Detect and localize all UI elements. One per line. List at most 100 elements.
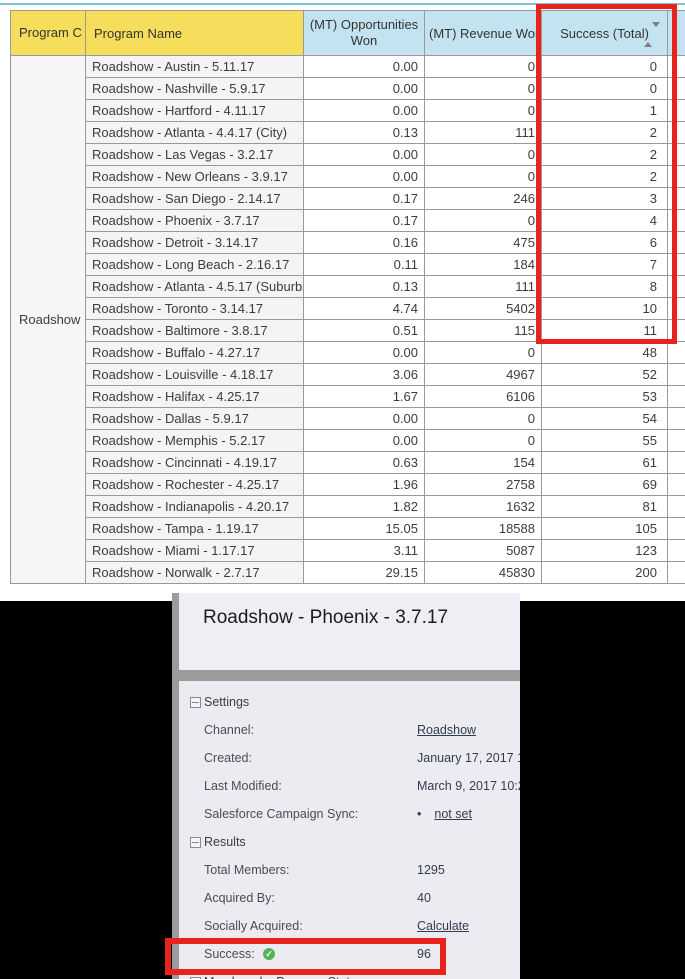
table-row: Roadshow - Hartford - 4.11.17 0.00 0 1 — [11, 99, 685, 122]
cell-success: 8 — [541, 275, 668, 298]
section-header-members-by-program-status[interactable]: Members by Program Status — [179, 975, 520, 979]
cell-revenue: 246 — [424, 187, 542, 210]
programs-table: Program C Program Name (MT) Opportunitie… — [10, 10, 685, 584]
detail-link[interactable]: Calculate — [417, 919, 470, 933]
column-header-label: Success (Total) — [560, 25, 649, 41]
cell-name[interactable]: Roadshow - Memphis - 5.2.17 — [85, 429, 304, 452]
cell-overflow — [667, 187, 685, 210]
cell-name[interactable]: Roadshow - Long Beach - 2.16.17 — [85, 253, 304, 276]
cell-name[interactable]: Roadshow - Las Vegas - 3.2.17 — [85, 143, 304, 166]
cell-revenue: 0 — [424, 165, 542, 188]
cell-revenue: 45830 — [424, 561, 542, 584]
section-title: Results — [204, 835, 246, 849]
cell-opportunities: 0.16 — [303, 231, 425, 254]
detail-row: Last Modified: March 9, 2017 10:27 AM — [179, 779, 520, 807]
detail-label: Acquired By: — [204, 891, 275, 905]
table-row: Roadshow - Dallas - 5.9.17 0.00 0 54 — [11, 407, 685, 430]
table-row: Roadshow - San Diego - 2.14.17 0.17 246 3 — [11, 187, 685, 210]
cell-name[interactable]: Roadshow - Halifax - 4.25.17 — [85, 385, 304, 408]
cell-name[interactable]: Roadshow - Phoenix - 3.7.17 — [85, 209, 304, 232]
detail-label: Socially Acquired: — [204, 919, 303, 933]
cell-name[interactable]: Roadshow - Tampa - 1.19.17 — [85, 517, 304, 540]
cell-revenue: 0 — [424, 55, 542, 78]
table-row: Roadshow - Detroit - 3.14.17 0.16 475 6 — [11, 231, 685, 254]
collapse-icon[interactable] — [190, 837, 201, 848]
column-header-program-name[interactable]: Program Name — [85, 10, 304, 56]
section-header-results[interactable]: Results — [179, 835, 520, 863]
cell-name[interactable]: Roadshow - Louisville - 4.18.17 — [85, 363, 304, 386]
detail-row: Channel: Roadshow — [179, 723, 520, 751]
cell-overflow — [667, 99, 685, 122]
table-row: Roadshow - Toronto - 3.14.17 4.74 5402 10 — [11, 297, 685, 320]
table-row: Roadshow - Atlanta - 4.4.17 (City) 0.13 11… — [11, 121, 685, 144]
cell-name[interactable]: Roadshow - San Diego - 2.14.17 — [85, 187, 304, 210]
panel-title: Roadshow - Phoenix - 3.7.17 — [203, 607, 449, 628]
cell-revenue: 475 — [424, 231, 542, 254]
detail-link[interactable]: Roadshow — [417, 723, 477, 737]
cell-opportunities: 1.67 — [303, 385, 425, 408]
cell-name[interactable]: Roadshow - Baltimore - 3.8.17 — [85, 319, 304, 342]
cell-opportunities: 0.00 — [303, 429, 425, 452]
cell-opportunities: 1.82 — [303, 495, 425, 518]
cell-opportunities: 3.11 — [303, 539, 425, 562]
cell-revenue: 0 — [424, 407, 542, 430]
section-title: Settings — [204, 695, 250, 709]
detail-value: 96 — [417, 947, 431, 961]
cell-overflow — [667, 385, 685, 408]
cell-success: 2 — [541, 121, 668, 144]
detail-row: Created: January 17, 2017 10:45 AM — [179, 751, 520, 779]
program-detail-panel: Roadshow - Phoenix - 3.7.17 Settings Chan… — [172, 593, 520, 979]
column-header-revenue-won[interactable]: (MT) Revenue Won — [424, 10, 542, 56]
cell-name[interactable]: Roadshow - Hartford - 4.11.17 — [85, 99, 304, 122]
sort-icon[interactable] — [644, 22, 660, 47]
cell-opportunities: 0.00 — [303, 341, 425, 364]
cell-success: 11 — [541, 319, 668, 342]
cell-success: 200 — [541, 561, 668, 584]
cell-name[interactable]: Roadshow - Toronto - 3.14.17 — [85, 297, 304, 320]
collapse-icon[interactable] — [190, 977, 201, 979]
cell-opportunities: 0.17 — [303, 209, 425, 232]
cell-name[interactable]: Roadshow - Nashville - 5.9.17 — [85, 77, 304, 100]
cell-success: 2 — [541, 143, 668, 166]
cell-opportunities: 3.06 — [303, 363, 425, 386]
cell-success: 54 — [541, 407, 668, 430]
table-row: Roadshow - Baltimore - 3.8.17 0.51 115 11 — [11, 319, 685, 342]
cell-name[interactable]: Roadshow - Detroit - 3.14.17 — [85, 231, 304, 254]
cell-name[interactable]: Roadshow - Austin - 5.11.17 — [85, 55, 304, 78]
cell-opportunities: 4.74 — [303, 297, 425, 320]
cell-name[interactable]: Roadshow - Atlanta - 4.4.17 (City) — [85, 121, 304, 144]
table-row: Roadshow - Tampa - 1.19.17 15.05 18588 105 — [11, 517, 685, 540]
detail-label: Last Modified: — [204, 779, 282, 793]
bullet-icon: • — [417, 807, 422, 821]
table-row: Roadshow - Atlanta - 4.5.17 (Suburbs) 0.1… — [11, 275, 685, 298]
cell-revenue: 0 — [424, 77, 542, 100]
cell-name[interactable]: Roadshow - Miami - 1.17.17 — [85, 539, 304, 562]
table-row: Roadshow - Las Vegas - 3.2.17 0.00 0 2 — [11, 143, 685, 166]
table-row: Roadshow - Halifax - 4.25.17 1.67 6106 53 — [11, 385, 685, 408]
column-header-success-total[interactable]: Success (Total) — [541, 10, 668, 56]
cell-overflow — [667, 209, 685, 232]
column-header-label: Program Name — [94, 25, 183, 41]
cell-opportunities: 0.00 — [303, 99, 425, 122]
table-row: Roadshow - New Orleans - 3.9.17 0.00 0 2 — [11, 165, 685, 188]
cell-name[interactable]: Roadshow - Indianapolis - 4.20.17 — [85, 495, 304, 518]
cell-revenue: 115 — [424, 319, 542, 342]
column-header-program-channel[interactable]: Program C — [10, 10, 86, 56]
cell-name[interactable]: Roadshow - Dallas - 5.9.17 — [85, 407, 304, 430]
cell-opportunities: 0.51 — [303, 319, 425, 342]
table-row: Roadshow - Nashville - 5.9.17 0.00 0 0 — [11, 77, 685, 100]
cell-name[interactable]: Roadshow - New Orleans - 3.9.17 — [85, 165, 304, 188]
cell-name[interactable]: Roadshow - Buffalo - 4.27.17 — [85, 341, 304, 364]
collapse-icon[interactable] — [190, 697, 201, 708]
column-header-opportunities-won[interactable]: (MT) Opportunities Won — [303, 10, 425, 56]
cell-name[interactable]: Roadshow - Rochester - 4.25.17 — [85, 473, 304, 496]
cell-opportunities: 0.00 — [303, 143, 425, 166]
column-header-label: Program C — [19, 24, 82, 40]
section-header-settings[interactable]: Settings — [179, 695, 520, 723]
cell-name[interactable]: Roadshow - Cincinnati - 4.19.17 — [85, 451, 304, 474]
detail-link[interactable]: not set — [434, 807, 472, 821]
detail-row: Total Members: 1295 — [179, 863, 520, 891]
cell-name[interactable]: Roadshow - Norwalk - 2.7.17 — [85, 561, 304, 584]
cell-revenue: 4967 — [424, 363, 542, 386]
cell-name[interactable]: Roadshow - Atlanta - 4.5.17 (Suburbs) — [85, 275, 304, 298]
